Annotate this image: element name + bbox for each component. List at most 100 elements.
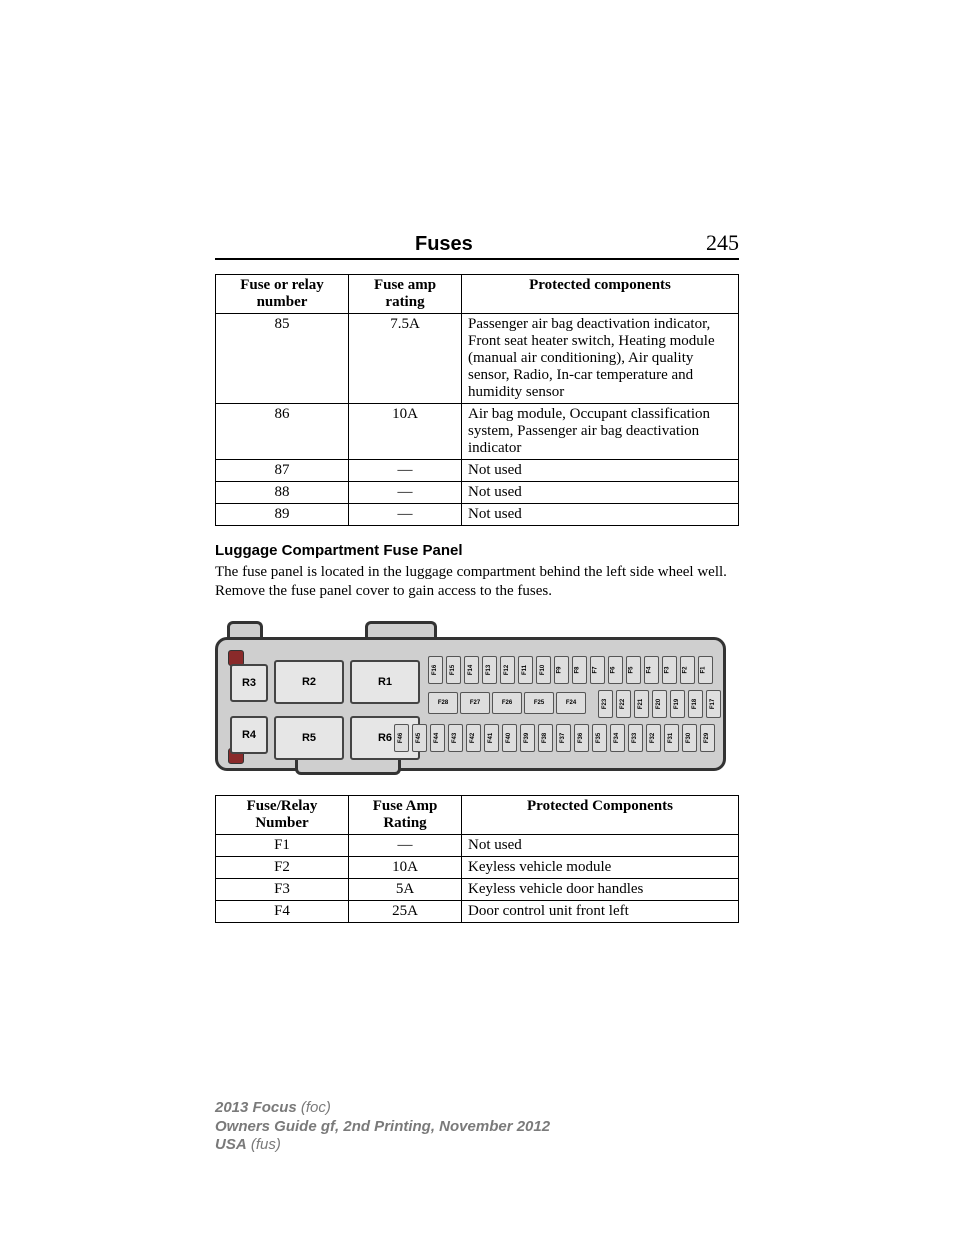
relay-r1: R1: [350, 660, 420, 704]
table-cell: Air bag module, Occupant classification …: [462, 404, 739, 460]
column-header: Protected Components: [462, 795, 739, 834]
page-header: Fuses 245: [215, 230, 739, 260]
fuse-f35: F35: [592, 724, 607, 752]
fuse-panel-diagram: R3R2R1R4R5R6F16F15F14F13F12F11F10F9F8F7F…: [215, 617, 720, 777]
fuse-f11: F11: [518, 656, 533, 684]
table-row: 87—Not used: [216, 460, 739, 482]
table-cell: F1: [216, 834, 349, 856]
fuse-f12: F12: [500, 656, 515, 684]
fuse-f41: F41: [484, 724, 499, 752]
fuse-f3: F3: [662, 656, 677, 684]
fuse-f26: F26: [492, 692, 522, 714]
table-cell: 25A: [349, 900, 462, 922]
fuse-f4: F4: [644, 656, 659, 684]
fuse-f24: F24: [556, 692, 586, 714]
table-header-row: Fuse or relaynumberFuse ampratingProtect…: [216, 275, 739, 314]
table-cell: Not used: [462, 482, 739, 504]
fuse-f7: F7: [590, 656, 605, 684]
fuse-f33: F33: [628, 724, 643, 752]
section-heading: Luggage Compartment Fuse Panel: [215, 542, 739, 559]
table-cell: Keyless vehicle door handles: [462, 878, 739, 900]
fuse-f17: F17: [706, 690, 721, 718]
fuse-f29: F29: [700, 724, 715, 752]
table-cell: 10A: [349, 404, 462, 460]
footer-model: 2013 Focus: [215, 1099, 297, 1116]
column-header: Fuse or relaynumber: [216, 275, 349, 314]
page-footer: 2013 Focus (foc) Owners Guide gf, 2nd Pr…: [215, 1099, 550, 1155]
fuse-f32: F32: [646, 724, 661, 752]
fuse-f19: F19: [670, 690, 685, 718]
fuse-f34: F34: [610, 724, 625, 752]
table-row: 8610AAir bag module, Occupant classifica…: [216, 404, 739, 460]
fuse-table-2: Fuse/RelayNumberFuse AmpRatingProtected …: [215, 795, 739, 923]
fuse-f31: F31: [664, 724, 679, 752]
fuse-f46: F46: [394, 724, 409, 752]
fuse-f40: F40: [502, 724, 517, 752]
relay-r3: R3: [230, 664, 268, 702]
fuse-f44: F44: [430, 724, 445, 752]
fuse-f38: F38: [538, 724, 553, 752]
table-header-row: Fuse/RelayNumberFuse AmpRatingProtected …: [216, 795, 739, 834]
footer-model-code: (foc): [301, 1099, 331, 1116]
table-cell: —: [349, 482, 462, 504]
table-cell: Not used: [462, 460, 739, 482]
table-cell: 85: [216, 314, 349, 404]
column-header: Protected components: [462, 275, 739, 314]
fuse-f27: F27: [460, 692, 490, 714]
table-cell: Door control unit front left: [462, 900, 739, 922]
fuse-f5: F5: [626, 656, 641, 684]
fuse-f13: F13: [482, 656, 497, 684]
fuse-f23: F23: [598, 690, 613, 718]
table-cell: —: [349, 504, 462, 526]
column-header: Fuse/RelayNumber: [216, 795, 349, 834]
column-header: Fuse amprating: [349, 275, 462, 314]
table-cell: 10A: [349, 856, 462, 878]
table-row: F1—Not used: [216, 834, 739, 856]
fuse-f18: F18: [688, 690, 703, 718]
fuse-f2: F2: [680, 656, 695, 684]
table-cell: —: [349, 460, 462, 482]
fuse-f15: F15: [446, 656, 461, 684]
fuse-f43: F43: [448, 724, 463, 752]
column-header: Fuse AmpRating: [349, 795, 462, 834]
relay-r5: R5: [274, 716, 344, 760]
panel-tab-bottom: [295, 760, 401, 775]
fuse-f20: F20: [652, 690, 667, 718]
page-title: Fuses: [415, 233, 473, 256]
fuse-table-1: Fuse or relaynumberFuse ampratingProtect…: [215, 274, 739, 526]
table-cell: Not used: [462, 834, 739, 856]
footer-region-code: (fus): [251, 1136, 281, 1153]
fuse-f36: F36: [574, 724, 589, 752]
table-cell: 88: [216, 482, 349, 504]
table-cell: Keyless vehicle module: [462, 856, 739, 878]
table-cell: Passenger air bag deactivation indicator…: [462, 314, 739, 404]
footer-region: USA: [215, 1136, 247, 1153]
fuse-f6: F6: [608, 656, 623, 684]
fuse-f1: F1: [698, 656, 713, 684]
fuse-f10: F10: [536, 656, 551, 684]
relay-r6: R6: [350, 716, 420, 760]
table-row: F425ADoor control unit front left: [216, 900, 739, 922]
page-number: 245: [706, 230, 739, 256]
table-cell: F3: [216, 878, 349, 900]
table-cell: 87: [216, 460, 349, 482]
fuse-f45: F45: [412, 724, 427, 752]
fuse-f16: F16: [428, 656, 443, 684]
fuse-f42: F42: [466, 724, 481, 752]
fuse-f30: F30: [682, 724, 697, 752]
table-row: F35AKeyless vehicle door handles: [216, 878, 739, 900]
table-row: 88—Not used: [216, 482, 739, 504]
fuse-f21: F21: [634, 690, 649, 718]
fuse-f8: F8: [572, 656, 587, 684]
fuse-f25: F25: [524, 692, 554, 714]
table-row: F210AKeyless vehicle module: [216, 856, 739, 878]
table-cell: —: [349, 834, 462, 856]
table-cell: 7.5A: [349, 314, 462, 404]
table-cell: 89: [216, 504, 349, 526]
table-cell: 5A: [349, 878, 462, 900]
section-body: The fuse panel is located in the luggage…: [215, 563, 739, 601]
table-row: 857.5APassenger air bag deactivation ind…: [216, 314, 739, 404]
fuse-f37: F37: [556, 724, 571, 752]
footer-guide: Owners Guide gf, 2nd Printing, November …: [215, 1118, 550, 1137]
fuse-f22: F22: [616, 690, 631, 718]
